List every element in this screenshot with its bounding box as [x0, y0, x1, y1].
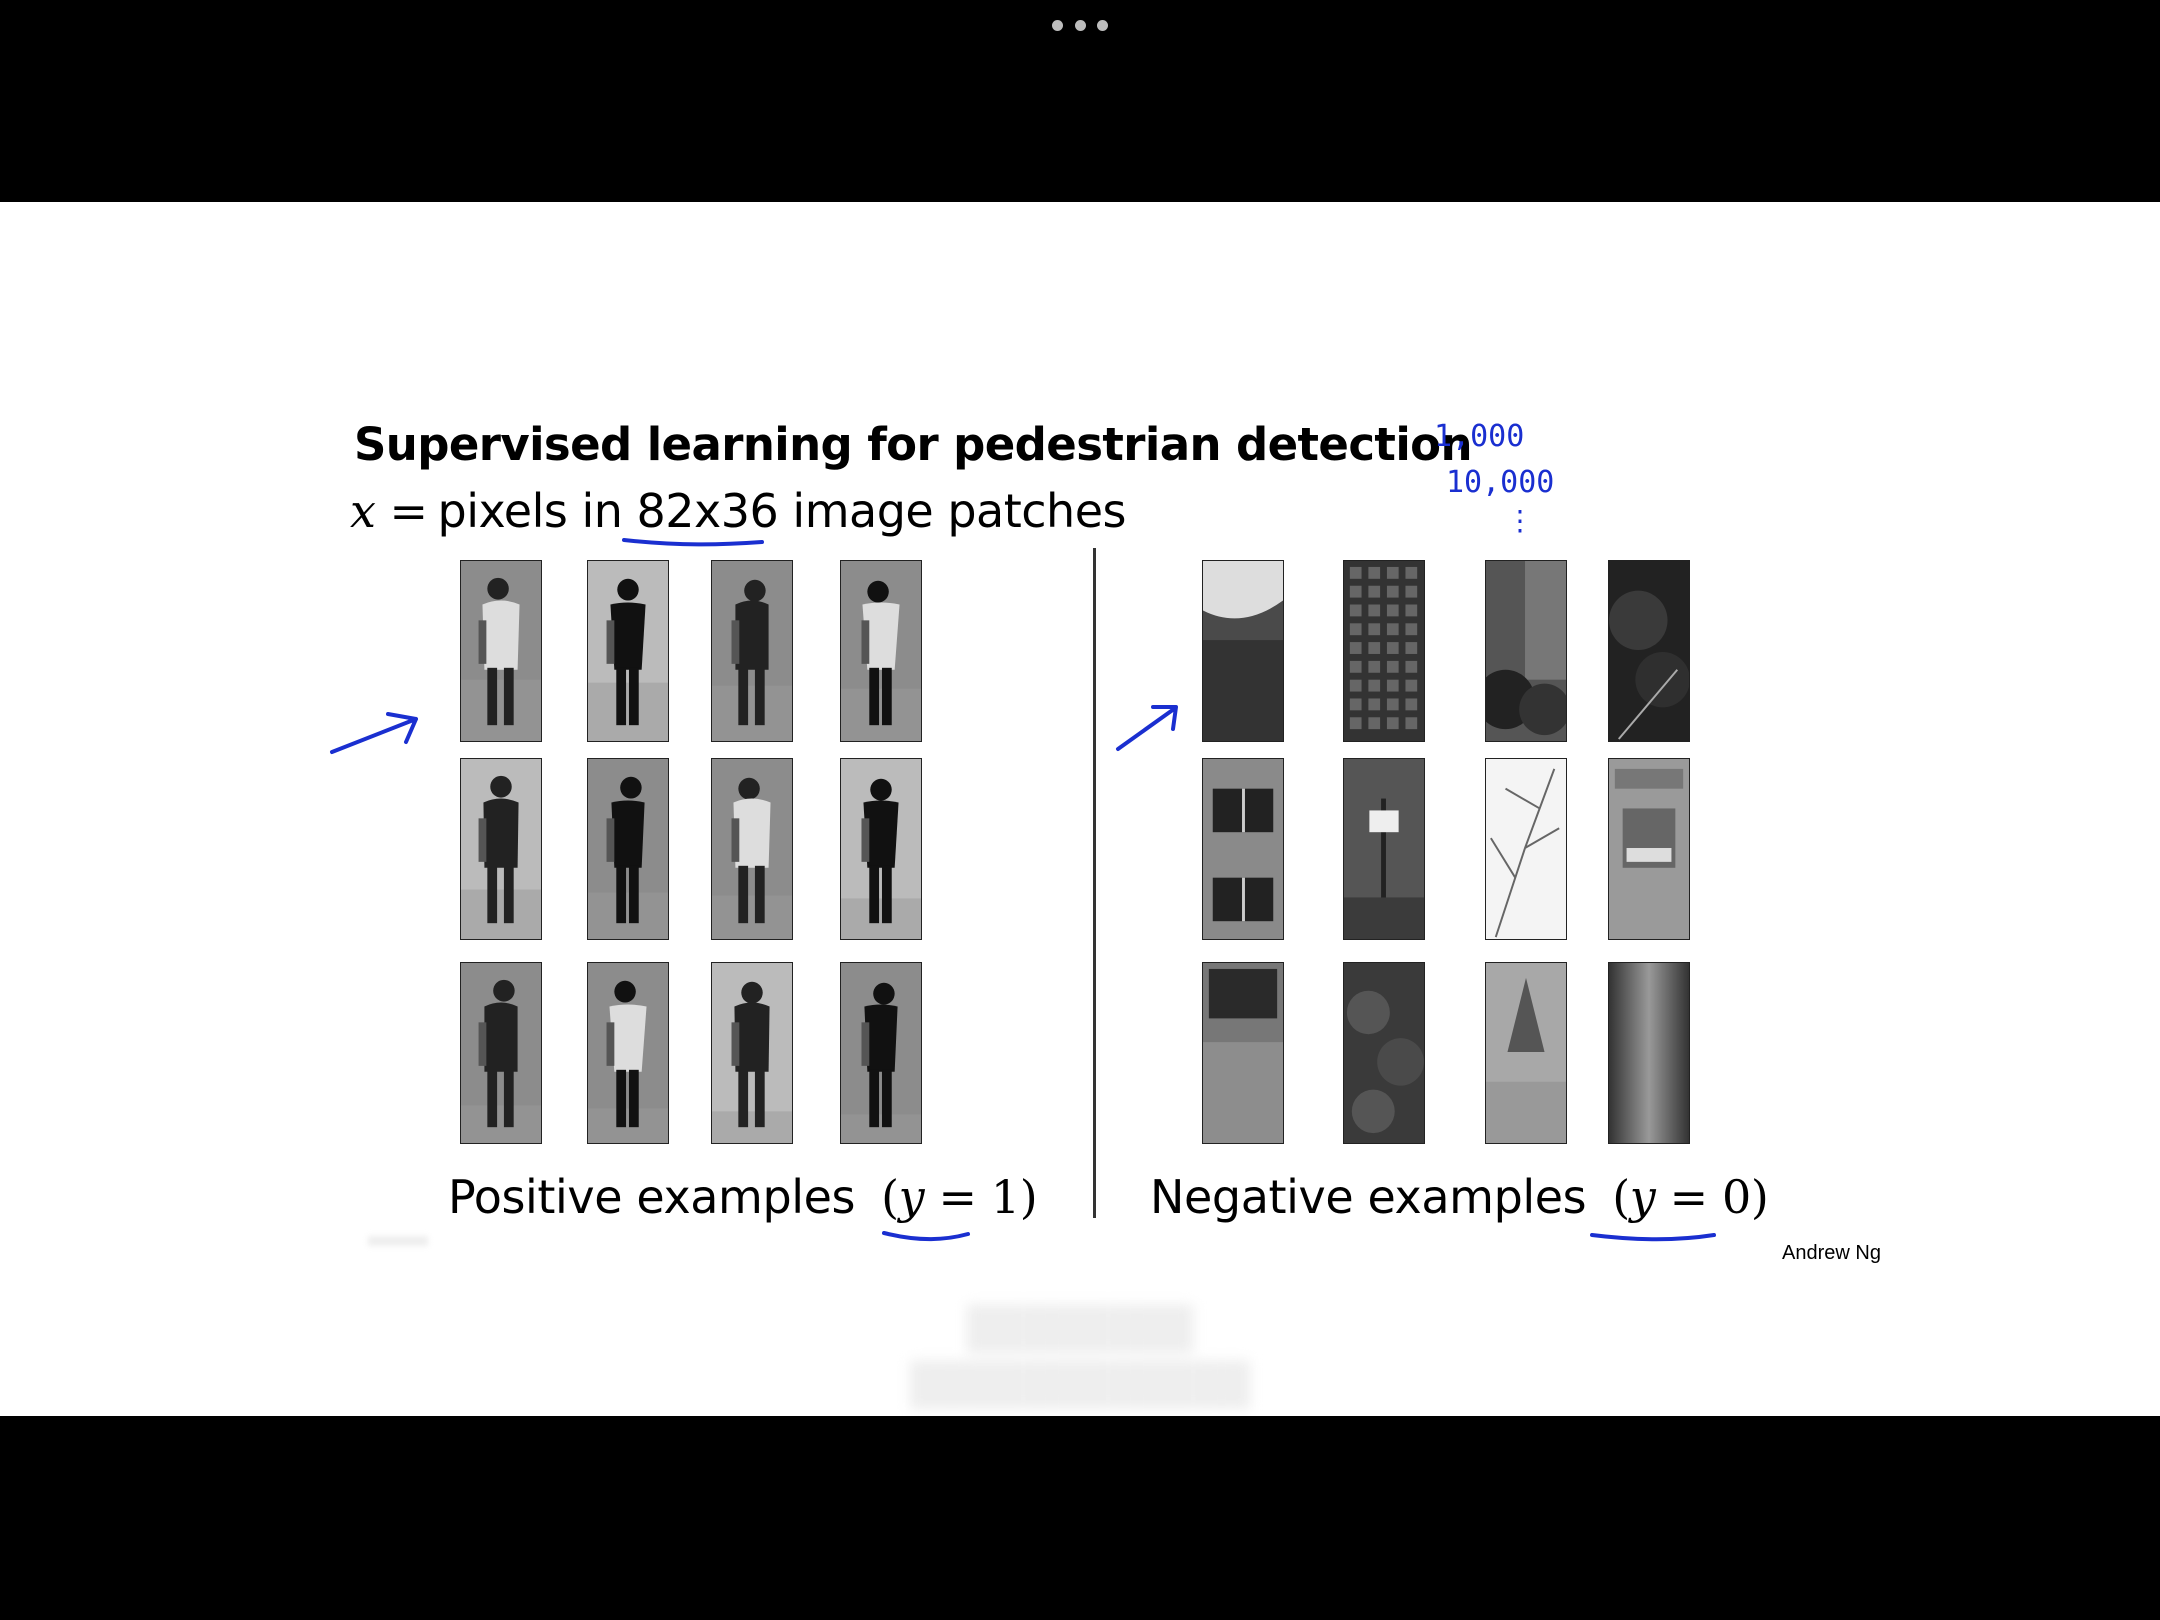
subtitle-variable: x — [350, 484, 376, 538]
slide-title: Supervised learning for pedestrian detec… — [354, 418, 1473, 471]
math-eq: = — [924, 1170, 991, 1224]
bush-patch — [1343, 962, 1425, 1144]
underline-y1 — [882, 1231, 970, 1242]
positive-label: Positive examples — [448, 1170, 856, 1224]
pedestrian-10 — [587, 962, 669, 1144]
more-dots-icon[interactable] — [1052, 16, 1108, 34]
paren-close: ) — [1019, 1170, 1038, 1224]
positive-math: (y = 1) — [881, 1170, 1038, 1224]
slide-subtitle: x = pixels in 82x36 image patches — [350, 484, 1126, 538]
doorway-patch — [1608, 758, 1690, 940]
subtitle-size: 82x36 — [636, 484, 779, 538]
foggy-trees-patch — [1485, 962, 1567, 1144]
math-eq: = — [1655, 1170, 1722, 1224]
subtitle-post: image patches — [778, 484, 1126, 538]
subtitle-equals: = — [389, 484, 428, 538]
underline-82x36 — [622, 538, 764, 547]
subtitle-pre: pixels in — [437, 484, 637, 538]
pedestrian-2 — [587, 560, 669, 742]
math-val: 1 — [990, 1170, 1020, 1224]
paren-open: ( — [881, 1170, 899, 1224]
pedestrian-9 — [460, 962, 542, 1144]
annotation-ellipsis: ⋮ — [1506, 504, 1534, 537]
facade-windows-patch — [1202, 758, 1284, 940]
math-var: y — [1629, 1170, 1656, 1224]
author-credit: Andrew Ng — [1782, 1242, 1881, 1264]
carriage-patch — [1202, 962, 1284, 1144]
pillar-patch — [1608, 962, 1690, 1144]
handwritten-annotations: 1,000 10,000 ⋮ — [330, 419, 1716, 1242]
pedestrian-1 — [460, 560, 542, 742]
building-tree-patch — [1485, 560, 1567, 742]
math-val: 0 — [1721, 1170, 1751, 1224]
arrow-positive-icon — [330, 712, 418, 754]
faded-mark — [368, 1236, 428, 1246]
dot — [1052, 19, 1063, 31]
pedestrian-5 — [460, 758, 542, 940]
underline-y0 — [1590, 1233, 1716, 1242]
arrow-negative-icon — [1116, 705, 1178, 751]
positive-caption: Positive examples (y = 1) — [448, 1170, 1038, 1224]
paren-close: ) — [1750, 1170, 1769, 1224]
bottom-letterbox — [0, 1416, 2160, 1620]
negative-caption: Negative examples (y = 0) — [1150, 1170, 1769, 1224]
slide: Supervised learning for pedestrian detec… — [0, 202, 2160, 1416]
bare-branches-patch — [1485, 758, 1567, 940]
pedestrian-7 — [711, 758, 793, 940]
building-windows-patch — [1343, 560, 1425, 742]
pedestrian-4 — [840, 560, 922, 742]
pedestrian-12 — [840, 962, 922, 1144]
column-divider — [1093, 548, 1096, 1218]
math-var: y — [898, 1170, 925, 1224]
negative-label: Negative examples — [1150, 1170, 1587, 1224]
street-sign-patch — [1343, 758, 1425, 940]
dot — [1097, 19, 1108, 31]
pedestrian-8 — [840, 758, 922, 940]
paren-open: ( — [1612, 1170, 1630, 1224]
pedestrian-3 — [711, 560, 793, 742]
pedestrian-11 — [711, 962, 793, 1144]
dot — [1074, 19, 1086, 31]
awning-patch — [1202, 560, 1284, 742]
foliage-dark-patch — [1608, 560, 1690, 742]
negative-math: (y = 0) — [1612, 1170, 1769, 1224]
pedestrian-6 — [587, 758, 669, 940]
faded-subtitle-residue: ████████ ████████████ — [909, 1306, 1251, 1406]
top-letterbox — [0, 0, 2160, 202]
